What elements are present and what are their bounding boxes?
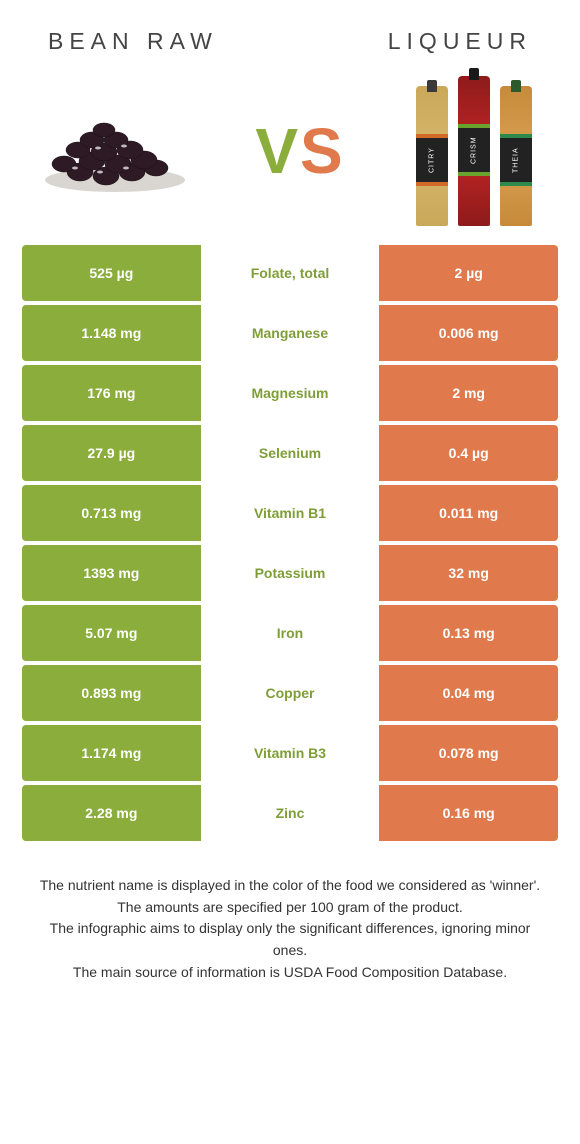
table-row: 525 µgFolate, total2 µg [22,245,558,301]
caption-line: The infographic aims to display only the… [34,918,546,961]
titles-row: BEAN RAW LIQUEUR [0,0,580,75]
left-value: 2.28 mg [22,785,201,841]
left-value: 27.9 µg [22,425,201,481]
left-value: 176 mg [22,365,201,421]
vs-v: V [255,115,300,187]
nutrient-name: Iron [201,605,380,661]
table-row: 176 mgMagnesium2 mg [22,365,558,421]
caption-block: The nutrient name is displayed in the co… [0,845,580,983]
nutrient-name: Vitamin B3 [201,725,380,781]
caption-line: The nutrient name is displayed in the co… [34,875,546,897]
vs-s: S [300,115,345,187]
left-value: 0.713 mg [22,485,201,541]
nutrient-name: Vitamin B1 [201,485,380,541]
nutrient-name: Potassium [201,545,380,601]
bottle-2-icon: CRISM [458,76,490,226]
table-row: 1.148 mgManganese0.006 mg [22,305,558,361]
right-value: 0.078 mg [379,725,558,781]
caption-line: The main source of information is USDA F… [34,962,546,984]
left-value: 0.893 mg [22,665,201,721]
table-row: 5.07 mgIron0.13 mg [22,605,558,661]
liqueur-image: CITRY CRISM THEIA [410,76,540,226]
left-value: 1.174 mg [22,725,201,781]
bean-pile-icon [40,106,190,196]
hero-row: VS CITRY CRISM THEIA [0,75,580,245]
left-value: 1393 mg [22,545,201,601]
right-food-title: LIQUEUR [388,28,532,55]
nutrient-name: Copper [201,665,380,721]
bottle-3-icon: THEIA [500,86,532,226]
left-value: 525 µg [22,245,201,301]
right-value: 0.006 mg [379,305,558,361]
right-value: 2 µg [379,245,558,301]
table-row: 1393 mgPotassium32 mg [22,545,558,601]
table-row: 27.9 µgSelenium0.4 µg [22,425,558,481]
nutrient-table: 525 µgFolate, total2 µg1.148 mgManganese… [0,245,580,841]
vs-label: VS [255,119,344,183]
bean-image [40,106,190,196]
right-value: 0.13 mg [379,605,558,661]
comparison-infographic: BEAN RAW LIQUEUR [0,0,580,983]
right-value: 0.04 mg [379,665,558,721]
nutrient-name: Magnesium [201,365,380,421]
right-value: 32 mg [379,545,558,601]
right-value: 0.4 µg [379,425,558,481]
nutrient-name: Zinc [201,785,380,841]
bottle-1-icon: CITRY [416,86,448,226]
nutrient-name: Selenium [201,425,380,481]
table-row: 0.713 mgVitamin B10.011 mg [22,485,558,541]
table-row: 1.174 mgVitamin B30.078 mg [22,725,558,781]
left-value: 5.07 mg [22,605,201,661]
right-value: 0.16 mg [379,785,558,841]
right-value: 2 mg [379,365,558,421]
caption-line: The amounts are specified per 100 gram o… [34,897,546,919]
table-row: 0.893 mgCopper0.04 mg [22,665,558,721]
right-value: 0.011 mg [379,485,558,541]
nutrient-name: Folate, total [201,245,380,301]
left-value: 1.148 mg [22,305,201,361]
table-row: 2.28 mgZinc0.16 mg [22,785,558,841]
left-food-title: BEAN RAW [48,28,218,55]
nutrient-name: Manganese [201,305,380,361]
